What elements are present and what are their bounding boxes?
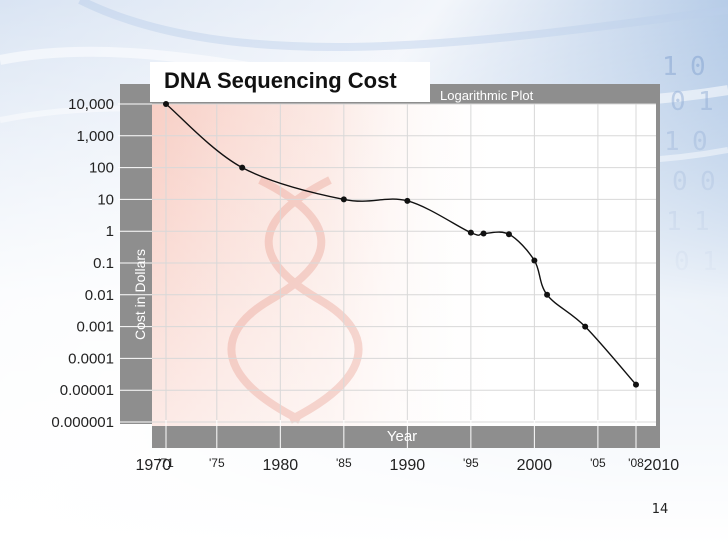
chart-subtitle: Logarithmic Plot <box>440 88 534 103</box>
data-point <box>340 196 347 203</box>
x-axis-label: Year <box>387 428 417 445</box>
x-major-tick-label: 1970 <box>136 457 172 474</box>
x-minor-tick-label: '75 <box>209 456 225 470</box>
chart-title: DNA Sequencing Cost <box>164 68 397 93</box>
data-point <box>404 197 411 204</box>
page-number: 14 <box>651 502 669 517</box>
x-minor-tick-label: '05 <box>590 456 606 470</box>
y-tick-label: 10,000 <box>68 96 114 113</box>
x-major-tick-label: 1990 <box>390 457 426 474</box>
x-minor-tick-label: '08 <box>628 456 644 470</box>
data-point <box>480 230 487 237</box>
y-tick-label: 1,000 <box>76 128 114 145</box>
data-point <box>544 291 551 298</box>
data-point <box>531 257 538 264</box>
y-tick-label: 0.01 <box>85 287 114 304</box>
y-tick-label: 0.1 <box>93 255 114 272</box>
data-point <box>582 323 589 330</box>
y-tick-label: 0.0001 <box>68 350 114 367</box>
data-point <box>633 381 639 388</box>
y-tick-label: 0.000001 <box>51 414 114 431</box>
x-major-tick-label: 2010 <box>644 457 680 474</box>
x-major-tick-label: 2000 <box>517 457 553 474</box>
series-line <box>165 103 637 386</box>
data-point <box>163 101 169 107</box>
x-minor-tick-label: '95 <box>463 456 479 470</box>
y-tick-label: 1 <box>106 223 114 240</box>
data-point <box>239 164 246 171</box>
y-tick-label: 0.00001 <box>60 382 114 399</box>
x-major-tick-label: 1980 <box>263 457 299 474</box>
y-tick-label: 10 <box>97 191 114 208</box>
x-minor-tick-label: '71 <box>158 456 174 470</box>
data-point <box>467 229 474 236</box>
x-minor-tick-label: '85 <box>336 456 352 470</box>
data-point <box>505 231 512 238</box>
y-tick-label: 0.001 <box>76 319 114 336</box>
y-tick-label: 100 <box>89 160 114 177</box>
